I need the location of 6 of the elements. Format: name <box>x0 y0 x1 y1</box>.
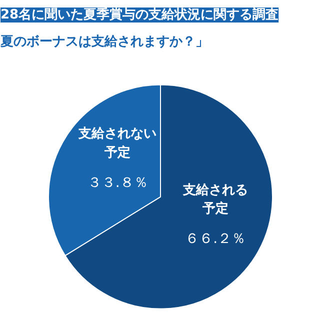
slice-label: 支給されない予定 <box>78 126 157 160</box>
chart-subtitle: 夏のボーナスは支給されますか？」 <box>0 34 208 50</box>
data-label: ３３.８％ <box>87 174 148 191</box>
data-label: ６６.２％ <box>185 231 246 248</box>
chart-title: 28名に聞いた夏季賞与の支給状況に関する調査 <box>0 6 279 22</box>
slice-label: 支給される予定 <box>182 182 248 217</box>
